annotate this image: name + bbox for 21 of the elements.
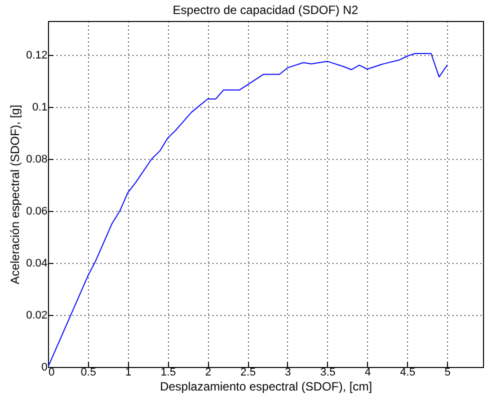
y-tick-label: 0.06 (26, 205, 48, 218)
x-tick-label: 1 (125, 366, 132, 378)
y-tick-label: 0.1 (32, 101, 48, 114)
x-axis-title: Desplazamiento espectral (SDOF), [cm] (160, 380, 372, 394)
x-tick-label: 4 (364, 366, 371, 378)
x-tick-label: 3 (284, 366, 292, 378)
x-tick-label: 4.5 (400, 366, 416, 378)
y-tick-label: 0.02 (26, 309, 48, 322)
y-tick-label: 0.04 (26, 257, 48, 270)
x-tick-label: 5 (444, 366, 451, 378)
line-series (48, 53, 448, 367)
x-tick-label: 0 (48, 366, 55, 378)
x-tick-label: 1.5 (160, 366, 176, 378)
y-tick-label: 0.08 (26, 153, 48, 166)
y-axis-title: Aceleración espectral (SDOF), [g] (8, 104, 22, 284)
chart-title: Espectro de capacidad (SDOF) N2 (172, 3, 359, 17)
x-tick-label: 0.5 (80, 366, 96, 378)
x-tick-label: 3.5 (320, 366, 336, 378)
y-tick-label: 0.12 (26, 49, 48, 62)
x-tick-label: 2.5 (240, 366, 256, 378)
x-tick-label: 2 (205, 366, 212, 378)
